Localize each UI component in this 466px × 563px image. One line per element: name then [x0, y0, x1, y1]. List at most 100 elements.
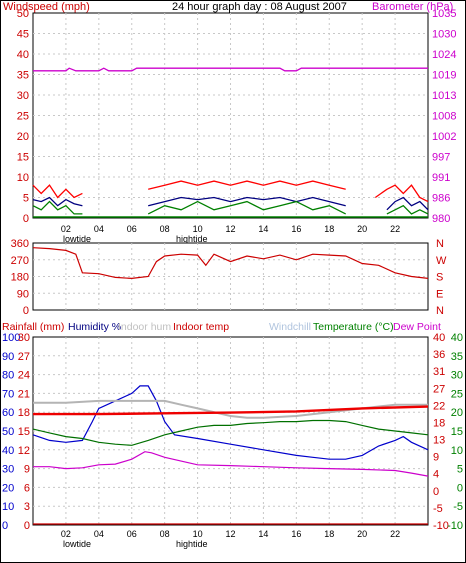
direction-compass-label: N — [436, 305, 444, 317]
windspeed-tick-label: 45 — [17, 29, 29, 41]
barometer-tick-label: 1024 — [432, 49, 456, 61]
wind-lowtide-label: lowtide — [63, 234, 91, 244]
wind-series-1-segment-0 — [32, 196, 83, 207]
windspeed-axis-title: Windspeed (mph) — [3, 1, 90, 13]
direction-degree-label: 360 — [11, 238, 29, 250]
direction-degree-label: 180 — [11, 272, 29, 284]
wind-barometer-panel: Windspeed (mph) 24 hour graph day : 08 A… — [3, 1, 456, 244]
direction-degree-label: 270 — [11, 255, 29, 267]
direction-degree-label: 90 — [17, 288, 29, 300]
temp-x-tick-label: 06 — [127, 529, 137, 539]
humidity-tick-label: 50 — [2, 426, 14, 438]
humidity-tick-label: 0 — [2, 520, 8, 532]
windspeed-tick-label: 15 — [17, 152, 29, 164]
rainfall-tick-labels: 0 3 6 9 12 15 18 21 24 27 30 — [18, 332, 30, 532]
temperature-tick-label: 13 — [433, 435, 445, 447]
wind-x-tick-label: 08 — [160, 224, 170, 234]
windspeed-tick-label: 5 — [23, 193, 29, 205]
windspeed-tick-label: 10 — [17, 172, 29, 184]
temperature-tick-label: 22 — [433, 400, 445, 412]
legend-humidity: Humidity % — [68, 321, 121, 333]
temperature-tick-label: 0 — [433, 486, 439, 498]
direction-degree-label: 0 — [23, 305, 29, 317]
humidity-tick-label: 100 — [2, 332, 20, 344]
wind-series-2-segment-2 — [386, 204, 429, 215]
humidity-tick-label: 20 — [2, 482, 14, 494]
temp-x-tick-label: 18 — [324, 529, 334, 539]
barometer-tick-label: 1035 — [432, 8, 456, 20]
temp-x-tick-label: 10 — [193, 529, 203, 539]
temp-x-tick-label: 14 — [258, 529, 268, 539]
temperature-tick-label: 40 — [433, 332, 445, 344]
humidity-tick-label: 60 — [2, 407, 14, 419]
direction-compass-label: N — [436, 238, 444, 250]
temp-lowtide-label: lowtide — [63, 539, 91, 549]
rainfall-tick-label: 15 — [18, 426, 30, 438]
humidity-tick-label: 40 — [2, 445, 14, 457]
wind-x-tick-labels: 02 04 06 08 10 12 14 16 18 20 22 — [61, 224, 400, 234]
barometer-tick-label: 1019 — [432, 70, 456, 82]
windspeed-tick-label: 40 — [17, 49, 29, 61]
temp-x-tick-label: 22 — [390, 529, 400, 539]
temperature-tick-label: 18 — [433, 417, 445, 429]
humidity-line — [32, 385, 429, 460]
temperature-outer-tick-label: -10 — [447, 520, 463, 532]
rainfall-tick-label: 0 — [24, 520, 30, 532]
wind-series-0-segment-1 — [148, 180, 346, 190]
temp-x-tick-label: 20 — [357, 529, 367, 539]
wind-series-1-segment-1 — [148, 196, 346, 207]
temperature-tick-label: 31 — [433, 366, 445, 378]
barometer-tick-label: 991 — [432, 172, 450, 184]
temperature-tick-label: 36 — [433, 349, 445, 361]
temp-x-tick-label: 02 — [61, 529, 71, 539]
temp-x-tick-label: 08 — [160, 529, 170, 539]
windspeed-tick-label: 35 — [17, 70, 29, 82]
temp-x-tick-label: 12 — [225, 529, 235, 539]
legend-windchill: Windchill — [269, 321, 311, 333]
wind-x-tick-label: 06 — [127, 224, 137, 234]
legend-indoor-hum: Indoor hum — [118, 321, 171, 333]
temperature-outer-tick-label: 40 — [451, 332, 463, 344]
windspeed-tick-labels: 0 5 10 15 20 25 30 35 40 45 50 — [17, 8, 29, 225]
barometer-tick-label: 1008 — [432, 111, 456, 123]
direction-compass-label: S — [436, 272, 443, 284]
humidity-tick-labels: 0 10 20 30 40 50 60 70 80 90 100 — [2, 332, 20, 532]
temperature-tick-label: 27 — [433, 383, 445, 395]
wind-x-tick-label: 02 — [61, 224, 71, 234]
temperature-outer-tick-label: 10 — [451, 445, 463, 457]
barometer-line — [33, 67, 428, 72]
barometer-tick-label: 980 — [432, 213, 450, 225]
temperature-outer-tick-label: 0 — [457, 482, 463, 494]
barometer-tick-label: 997 — [432, 152, 450, 164]
wind-series-1-segment-2 — [386, 196, 429, 211]
wind-x-tick-label: 20 — [357, 224, 367, 234]
rainfall-tick-label: 18 — [18, 407, 30, 419]
temperature-outer-tick-label: 25 — [451, 388, 463, 400]
wind-series-0-segment-2 — [374, 184, 429, 203]
windspeed-tick-label: 30 — [17, 90, 29, 102]
wind-x-tick-label: 14 — [258, 224, 268, 234]
barometer-tick-label: 986 — [432, 193, 450, 205]
rainfall-tick-label: 27 — [18, 351, 30, 363]
temperature-tick-labels: -10 -5 0 4 9 13 18 22 27 31 36 40 — [433, 332, 449, 532]
humidity-tick-label: 90 — [2, 351, 14, 363]
barometer-tick-labels: 980 986 991 997 1002 1008 1013 1019 1024 1030 1035 — [432, 8, 456, 225]
direction-compass-label: E — [436, 288, 443, 300]
barometer-axis-title: Barometer (hPa) — [372, 1, 453, 13]
wind-series-2-segment-0 — [32, 200, 83, 215]
humidity-tick-label: 10 — [2, 501, 14, 513]
wind-direction-line — [32, 247, 429, 280]
temp-x-tick-labels: 02 04 06 08 10 12 14 16 18 20 22 — [61, 529, 400, 539]
barometer-tick-label: 1002 — [432, 131, 456, 143]
temperature-outer-tick-labels: -10 -5 0 5 10 15 20 25 30 35 40 — [447, 332, 463, 532]
temperature-outer-tick-label: -5 — [453, 501, 463, 513]
windspeed-tick-label: 0 — [23, 213, 29, 225]
windspeed-tick-label: 50 — [17, 8, 29, 20]
wind-x-tick-label: 10 — [193, 224, 203, 234]
wind-series-2-segment-1 — [147, 200, 346, 215]
wind-x-tick-label: 18 — [324, 224, 334, 234]
indoor-temp-line — [33, 405, 429, 416]
